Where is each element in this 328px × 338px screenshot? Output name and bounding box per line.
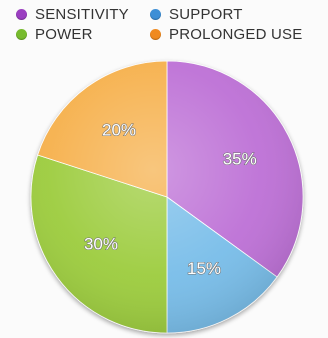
pie-slices [30, 60, 304, 334]
legend-label-power: POWER [35, 26, 93, 43]
legend-label-sensitivity: SENSITIVITY [35, 6, 129, 23]
legend-swatch-power [16, 29, 27, 40]
slice-value-label-power: 30% [84, 234, 118, 253]
slice-value-label-prolonged-use: 20% [102, 120, 136, 139]
legend-item-prolonged-use: PROLONGED USE [150, 26, 310, 43]
legend-item-power: POWER [16, 26, 150, 43]
legend-swatch-sensitivity [16, 9, 27, 20]
slice-value-label-support: 15% [187, 259, 221, 278]
slice-value-label-sensitivity: 35% [223, 149, 257, 168]
legend-label-prolonged-use: PROLONGED USE [169, 26, 303, 43]
legend-swatch-support [150, 9, 161, 20]
chart-legend: SENSITIVITY SUPPORT POWER PROLONGED USE [16, 6, 310, 43]
legend-label-support: SUPPORT [169, 6, 243, 23]
legend-item-sensitivity: SENSITIVITY [16, 6, 150, 23]
pie-slice-labels: 35% 15% 30% 20% [83, 120, 257, 279]
legend-swatch-prolonged-use [150, 29, 161, 40]
legend-item-support: SUPPORT [150, 6, 310, 23]
